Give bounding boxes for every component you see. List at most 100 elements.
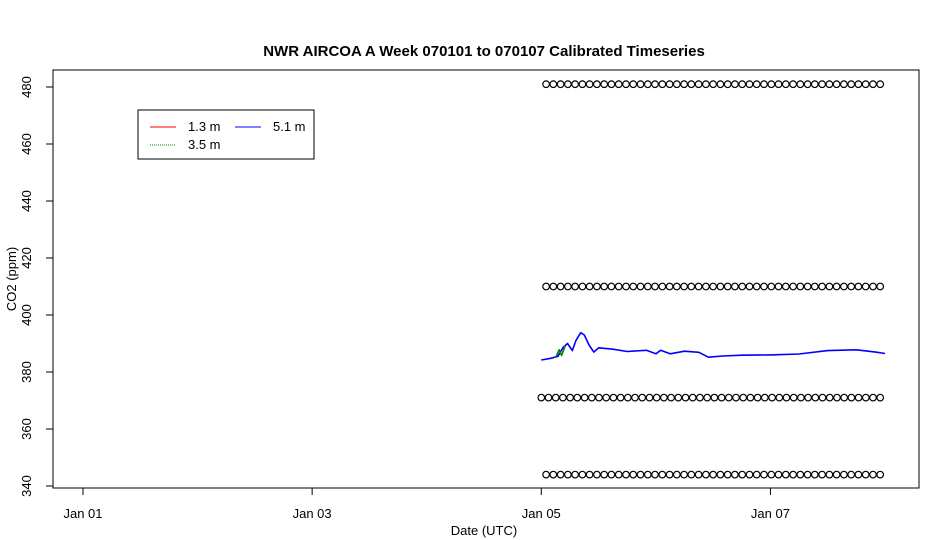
calibration-point — [876, 282, 885, 291]
calibration-point — [854, 393, 863, 402]
calibration-point — [651, 80, 659, 89]
calibration-point — [585, 282, 594, 291]
calibration-point — [602, 393, 611, 402]
calibration-point — [732, 393, 740, 402]
calibration-point — [622, 80, 630, 89]
calibration-point — [571, 470, 579, 479]
calibration-point — [731, 80, 739, 89]
calibration-point — [752, 80, 761, 89]
calibration-point — [600, 282, 609, 291]
calibration-point — [709, 282, 717, 291]
calibration-point — [738, 80, 747, 89]
y-tick-label: 420 — [19, 247, 34, 269]
calibration-point — [544, 393, 553, 402]
calibration-point — [781, 282, 790, 291]
calibration-point — [804, 393, 812, 402]
calibration-point — [840, 393, 849, 402]
calibration-point — [818, 393, 827, 402]
calibration-point — [818, 470, 826, 479]
calibration-point — [680, 470, 688, 479]
calibration-point — [549, 282, 558, 291]
calibration-point — [549, 80, 558, 89]
calibration-point — [542, 470, 550, 479]
calibration-point — [687, 470, 696, 479]
calibration-point — [694, 282, 703, 291]
calibration-point — [607, 282, 616, 291]
calibration-point — [593, 282, 601, 291]
calibration-point — [869, 282, 877, 291]
calibration-point — [665, 80, 674, 89]
calibration-point — [616, 393, 625, 402]
calibration-point — [542, 80, 550, 89]
calibration-point — [680, 80, 688, 89]
legend-label-3-5m: 3.5 m — [188, 137, 221, 152]
calibration-point — [674, 393, 683, 402]
calibration-point — [551, 393, 560, 402]
calibration-point — [810, 282, 819, 291]
calibration-point — [738, 470, 747, 479]
calibration-point — [723, 80, 732, 89]
calibration-point — [767, 470, 776, 479]
calibration-point — [688, 393, 697, 402]
calibration-point — [774, 282, 783, 291]
calibration-point — [825, 393, 834, 402]
y-tick-label: 380 — [19, 361, 34, 383]
calibration-point — [876, 393, 885, 402]
calibration-point — [818, 80, 826, 89]
calibration-point — [854, 282, 863, 291]
calibration-point — [622, 282, 630, 291]
calibration-point — [709, 80, 717, 89]
legend: 1.3 m 5.1 m 3.5 m — [137, 109, 315, 160]
plot-area — [537, 80, 886, 479]
y-tick-label: 340 — [19, 475, 34, 497]
calibration-point — [549, 470, 558, 479]
calibration-point — [694, 470, 703, 479]
calibration-point — [556, 80, 565, 89]
calibration-point — [847, 282, 856, 291]
calibration-point — [629, 80, 638, 89]
calibration-point — [876, 470, 885, 479]
calibration-point — [622, 470, 630, 479]
calibration-point — [643, 282, 652, 291]
calibration-point — [680, 282, 688, 291]
calibration-point — [623, 393, 632, 402]
y-axis-label: CO2 (ppm) — [4, 247, 19, 311]
calibration-point — [789, 80, 797, 89]
calibration-point — [593, 470, 601, 479]
calibration-point — [840, 80, 848, 89]
calibration-point — [803, 80, 812, 89]
series-line-5-1-mm — [541, 331, 886, 361]
calibration-point — [731, 470, 739, 479]
calibration-point — [760, 80, 768, 89]
x-tick-label: Jan 05 — [522, 506, 561, 521]
calibration-point — [652, 393, 661, 402]
calibration-point — [869, 393, 877, 402]
y-tick-label: 360 — [19, 418, 34, 440]
calibration-point — [556, 470, 565, 479]
calibration-point — [745, 282, 754, 291]
calibration-point — [832, 80, 841, 89]
calibration-point — [739, 393, 748, 402]
calibration-point — [832, 282, 841, 291]
calibration-point — [774, 470, 783, 479]
calibration-point — [542, 282, 550, 291]
x-tick-label: Jan 03 — [293, 506, 332, 521]
calibration-point — [571, 80, 579, 89]
calibration-point — [716, 282, 725, 291]
calibration-point — [629, 470, 638, 479]
chart-title: NWR AIRCOA A Week 070101 to 070107 Calib… — [263, 43, 705, 60]
calibration-point — [854, 470, 863, 479]
legend-box — [137, 109, 315, 160]
calibration-point — [614, 470, 623, 479]
calibration-point — [585, 470, 594, 479]
calibration-point — [614, 282, 623, 291]
calibration-point — [768, 393, 776, 402]
calibration-point — [571, 282, 579, 291]
calibration-point — [745, 470, 754, 479]
calibration-point — [638, 393, 647, 402]
calibration-point — [566, 393, 574, 402]
calibration-point — [876, 80, 885, 89]
calibration-point — [861, 282, 870, 291]
calibration-point — [614, 80, 623, 89]
